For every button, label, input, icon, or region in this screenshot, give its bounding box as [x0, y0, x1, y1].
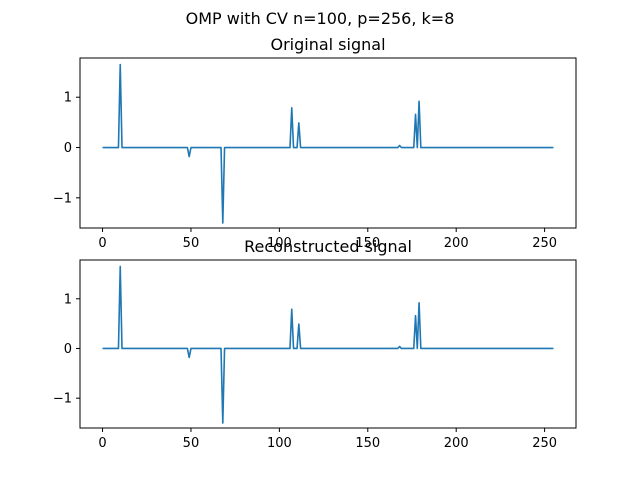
- x-tick-label: 150: [355, 436, 380, 451]
- y-tick-label: 1: [64, 292, 72, 307]
- x-tick-label: 250: [532, 236, 557, 251]
- axis-ticks: 0 50 100 150 200 250 −1 0 1: [53, 91, 557, 251]
- subplot-original-signal: 0 50 100 150 200 250 −1 0 1 Original signal: [53, 35, 577, 251]
- x-tick-label: 0: [98, 436, 106, 451]
- y-tick-label: 0: [64, 141, 72, 156]
- x-tick-label: 0: [98, 236, 106, 251]
- x-tick-label: 200: [444, 436, 469, 451]
- x-tick-label: 50: [183, 236, 200, 251]
- series-line-1: [102, 265, 554, 424]
- figure-suptitle: OMP with CV n=100, p=256, k=8: [186, 9, 455, 28]
- series-line-1: [102, 63, 554, 224]
- subplot-title: Reconstructed signal: [244, 237, 412, 256]
- y-tick-label: −1: [53, 392, 72, 407]
- plot-area-background: [80, 260, 576, 428]
- series-lines: [102, 265, 554, 424]
- plot-area-background: [80, 58, 576, 228]
- x-tick-label: 250: [532, 436, 557, 451]
- x-tick-label: 200: [444, 236, 469, 251]
- y-tick-label: 1: [64, 91, 72, 106]
- axes-frame: [79, 57, 577, 229]
- y-tick-label: −1: [53, 191, 72, 206]
- subplot-reconstructed-signal: 0 50 100 150 200 250 −1 0 1 Reconstructed signal: [53, 237, 577, 451]
- axis-ticks: 0 50 100 150 200 250 −1 0 1: [53, 292, 557, 451]
- x-tick-label: 100: [267, 436, 292, 451]
- series-lines: [102, 63, 554, 224]
- x-tick-label: 50: [183, 436, 200, 451]
- axes-frame: [79, 259, 577, 429]
- x-tick-label: 100: [267, 236, 292, 251]
- x-tick-label: 150: [355, 236, 380, 251]
- subplot-title: Original signal: [270, 35, 385, 54]
- y-tick-label: 0: [64, 342, 72, 357]
